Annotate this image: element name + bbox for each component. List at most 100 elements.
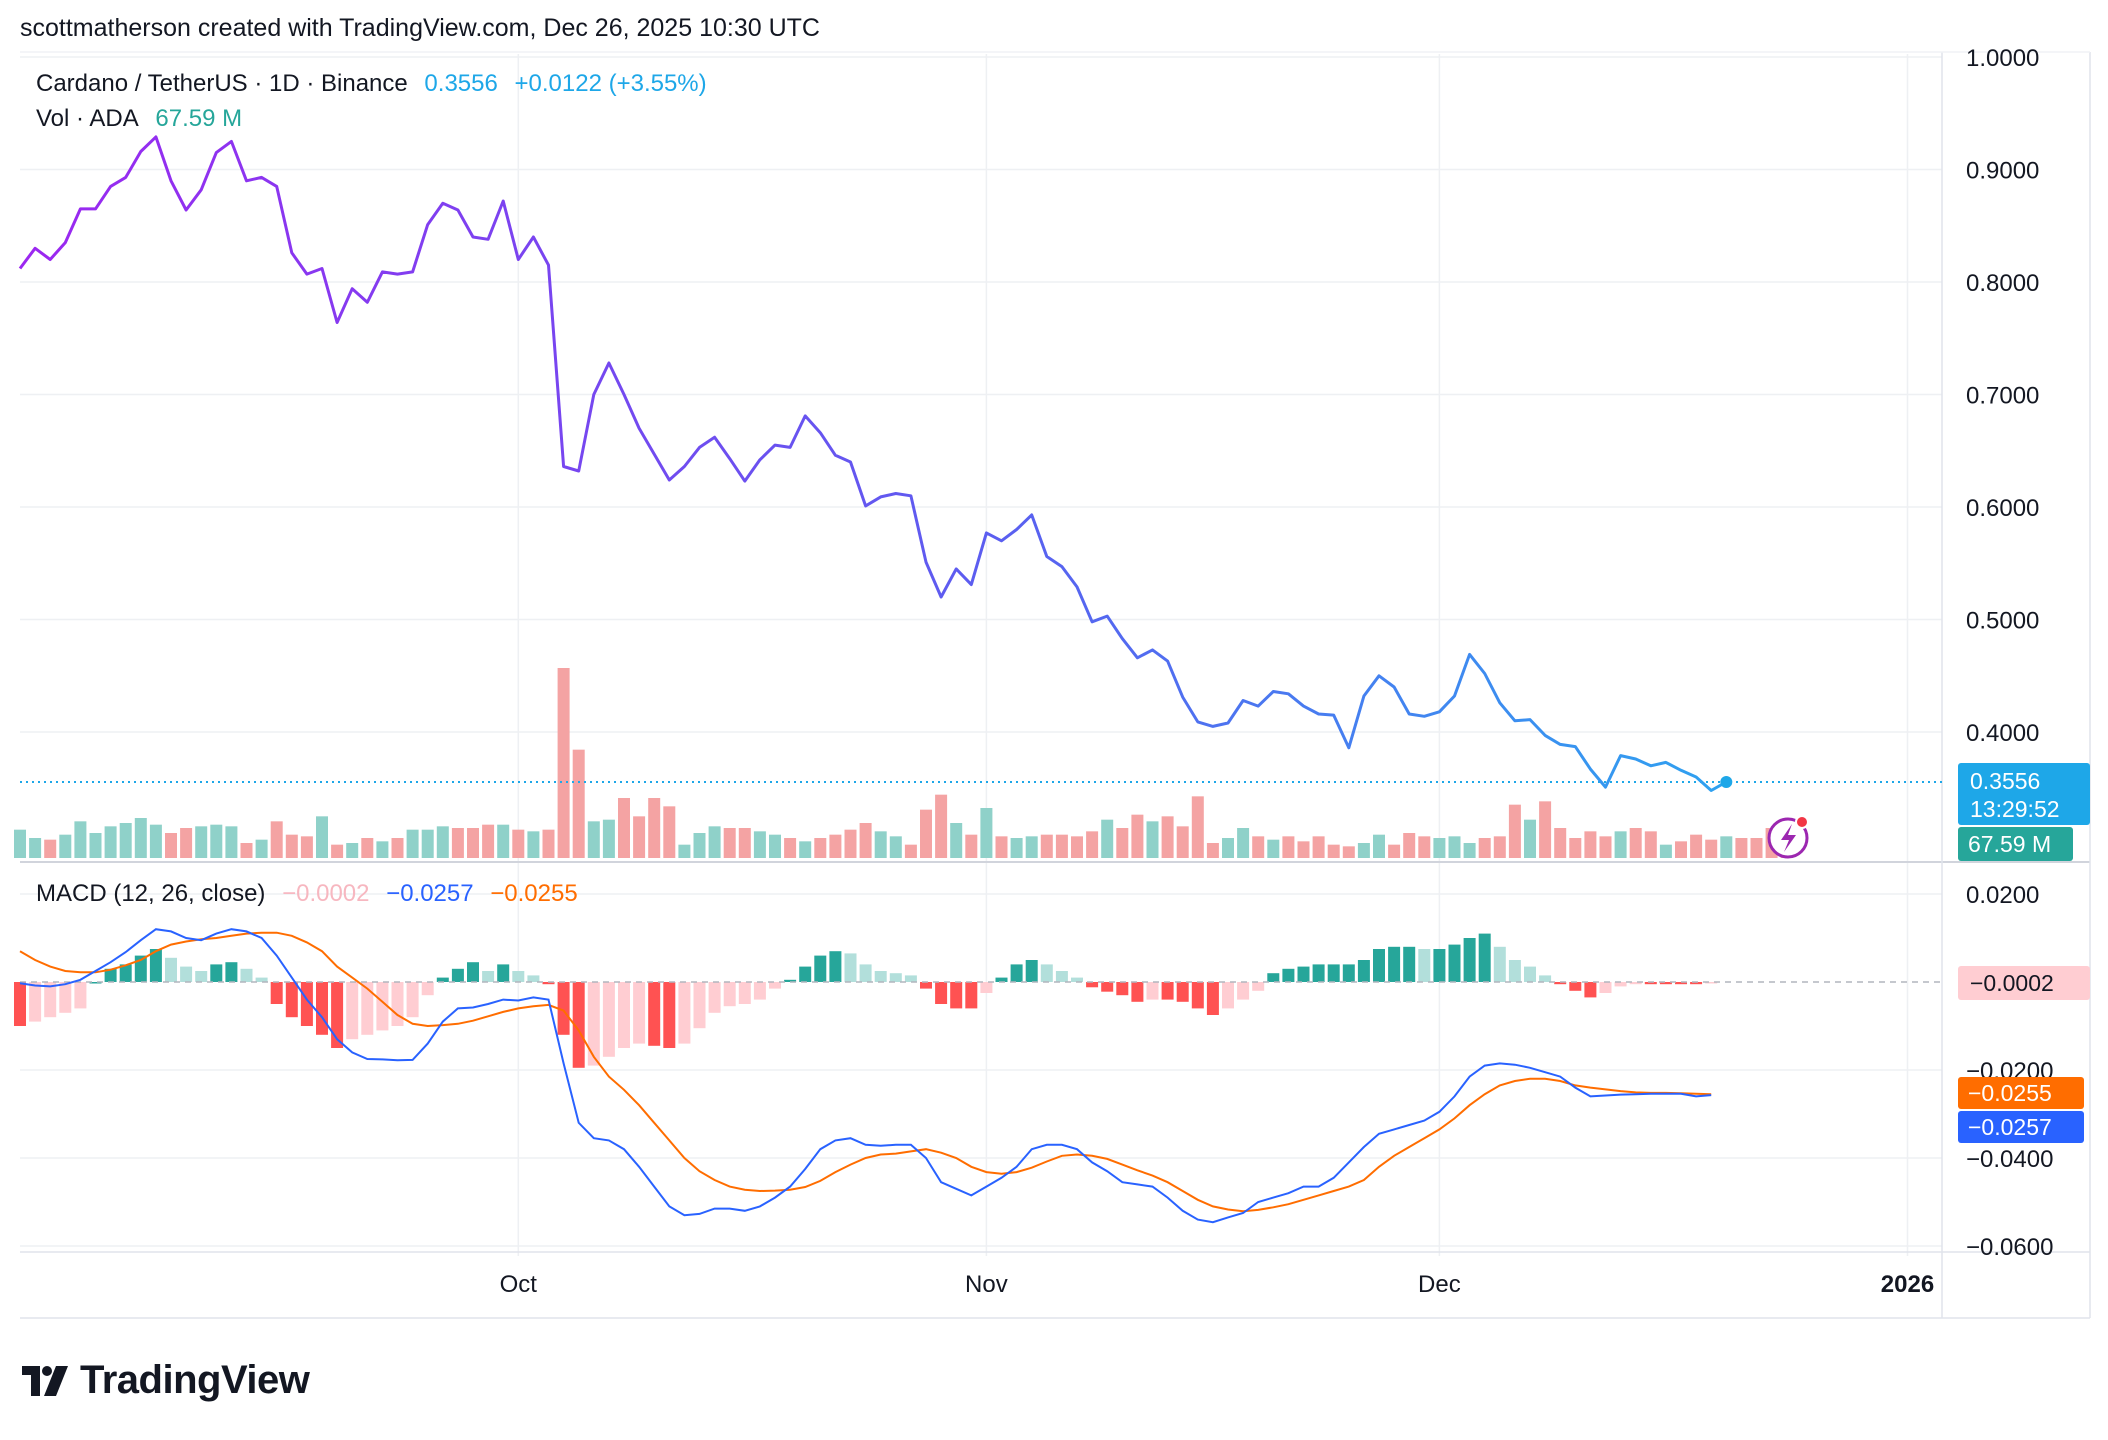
volume-bar	[165, 833, 177, 858]
time-axis-tick: Nov	[965, 1271, 1008, 1298]
histogram-bar	[1433, 949, 1446, 982]
volume-bar	[1388, 844, 1401, 858]
volume-bar	[195, 826, 208, 858]
histogram-bar	[1312, 964, 1325, 982]
volume-bar	[1403, 833, 1416, 858]
signal-tag-value: −0.0255	[1968, 1080, 2052, 1106]
histogram-bar	[1222, 982, 1234, 1009]
histogram-bar	[678, 982, 691, 1044]
volume-bar	[904, 844, 917, 858]
volume-bar	[270, 821, 283, 858]
volume-bar	[527, 831, 540, 858]
volume-bar	[1055, 834, 1068, 858]
histogram-bar	[406, 982, 419, 1018]
volume-bar	[678, 844, 691, 858]
histogram-bar	[225, 962, 238, 982]
volume-bar	[1448, 836, 1461, 858]
volume-bar	[1297, 841, 1310, 858]
volume-bar	[935, 794, 948, 858]
volume-bar	[859, 823, 872, 858]
price-tag: 0.3556 13:29:52	[1958, 763, 2090, 825]
histogram-bar	[587, 982, 600, 1066]
histogram-bar	[1010, 964, 1023, 982]
volume-bar	[1222, 838, 1234, 858]
histogram-bar	[769, 982, 781, 989]
histogram-tag: −0.0002	[1958, 966, 2090, 1000]
histogram-bar	[361, 982, 374, 1035]
histogram-bar	[542, 982, 555, 985]
volume-bar	[1116, 828, 1129, 858]
volume-bar	[618, 798, 630, 858]
histogram-tag-value: −0.0002	[1970, 970, 2054, 996]
volume-bar	[482, 824, 495, 858]
volume-bar	[1644, 831, 1657, 858]
volume-bar	[497, 824, 510, 858]
histogram-bar	[1508, 960, 1521, 982]
volume-bar	[557, 668, 570, 858]
volume-bar	[587, 821, 600, 858]
histogram-bar	[497, 964, 510, 982]
attribution-header: scottmatherson created with TradingView.…	[20, 14, 820, 42]
histogram-bar	[165, 957, 177, 982]
histogram-bar	[1025, 960, 1038, 982]
histogram-bar	[920, 982, 932, 989]
signal-line	[19, 931, 1712, 1213]
volume-bar	[965, 834, 978, 858]
volume-bar	[1176, 826, 1189, 858]
histogram-bar	[1614, 982, 1627, 987]
macd-histogram	[14, 933, 1718, 1068]
histogram-bar	[1659, 982, 1672, 985]
volume-bar	[995, 836, 1008, 858]
histogram-bar	[889, 973, 902, 982]
volume-bar	[602, 819, 615, 858]
volume-bar	[44, 839, 57, 858]
volume-bar	[1508, 804, 1521, 858]
volume-bar	[542, 829, 555, 858]
histogram-bar	[1101, 982, 1114, 992]
macd-line-value: −0.0257	[386, 880, 474, 907]
histogram-bar	[602, 982, 615, 1057]
histogram-bar	[1297, 966, 1310, 982]
volume-bar	[874, 831, 887, 858]
volume-tag-value: 67.59 M	[1968, 831, 2051, 857]
volume-bar	[1659, 844, 1672, 858]
volume-bar	[738, 828, 751, 858]
volume-bar	[255, 839, 268, 858]
volume-bar	[1146, 821, 1159, 858]
histogram-bar	[1040, 964, 1053, 982]
volume-bar	[1267, 839, 1280, 858]
histogram-bar	[1176, 982, 1189, 1002]
signal-tag: −0.0255	[1958, 1077, 2084, 1109]
histogram-bar	[995, 977, 1008, 982]
volume-bar	[663, 806, 676, 858]
volume-bar	[134, 818, 147, 858]
volume-bar	[59, 834, 72, 858]
symbol-legend[interactable]: Cardano / TetherUS · 1D · Binance 0.3556…	[36, 70, 717, 98]
volume-bar	[316, 816, 328, 858]
volume-bar	[648, 798, 661, 858]
histogram-bar	[1252, 982, 1265, 991]
histogram-bar	[1539, 975, 1552, 982]
histogram-bar	[421, 982, 434, 996]
histogram-bar	[1554, 982, 1567, 985]
volume-bar	[225, 826, 238, 858]
price-change: +0.0122 (+3.55%)	[514, 70, 707, 97]
histogram-bar	[1569, 982, 1582, 991]
macd-legend[interactable]: MACD (12, 26, close) −0.0002 −0.0257 −0.…	[36, 880, 588, 908]
volume-bar	[723, 828, 736, 858]
volume-value: 67.59 M	[155, 105, 243, 132]
alert-icon[interactable]	[1767, 815, 1809, 859]
volume-bar	[1750, 838, 1763, 858]
volume-legend[interactable]: Vol · ADA 67.59 M	[36, 105, 252, 133]
histogram-bar	[1418, 949, 1431, 982]
histogram-bar	[391, 982, 404, 1026]
volume-bar	[1478, 838, 1491, 858]
tradingview-logo[interactable]: TradingView	[22, 1358, 310, 1403]
histogram-bar	[1463, 938, 1476, 982]
volume-bar	[1493, 836, 1506, 858]
last-price-dot	[1720, 775, 1733, 788]
histogram-bar	[1599, 982, 1612, 993]
histogram-bar	[180, 966, 193, 982]
histogram-bar	[935, 982, 948, 1004]
